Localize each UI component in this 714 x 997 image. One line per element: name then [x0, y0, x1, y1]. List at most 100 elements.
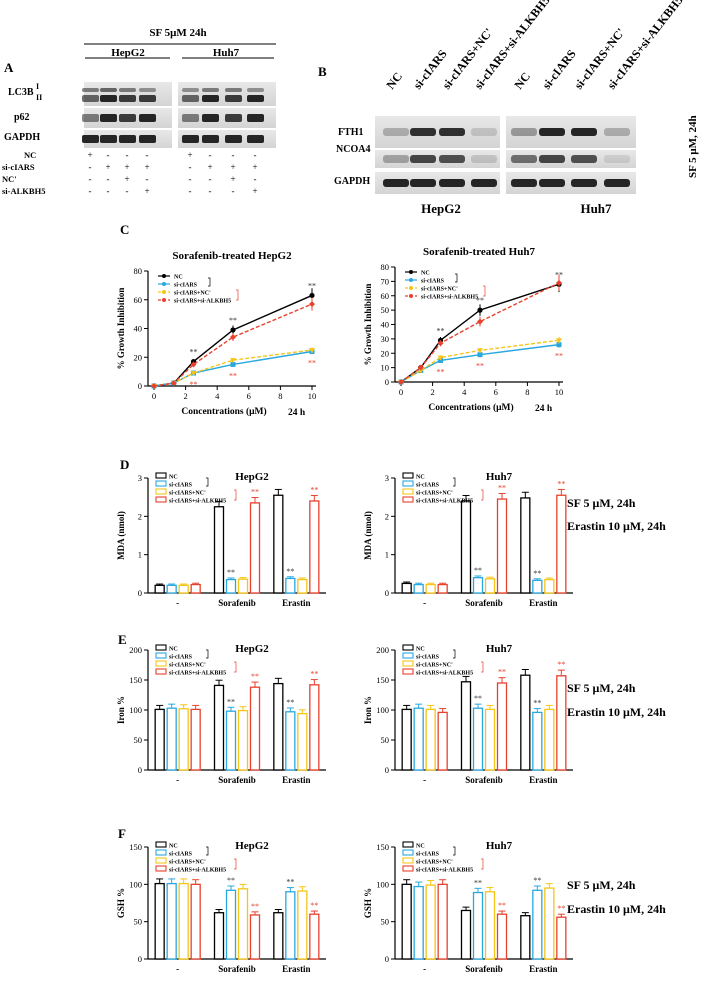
legend-label: si-cIARS+NC': [416, 491, 453, 497]
bar: [472, 707, 484, 771]
band-label-lc3b: LC3B: [8, 87, 34, 98]
sig-marker: **: [498, 668, 506, 677]
blot-lc3b-band: [202, 88, 219, 92]
blot-lc3b-band: [119, 95, 136, 102]
legend-swatch: [155, 480, 167, 487]
blot-panel-a: [82, 82, 276, 148]
condition-value: +: [252, 162, 257, 172]
blot-ncoa4-band: [539, 155, 565, 163]
legend-label: si-cIARS: [421, 279, 445, 285]
bar: [413, 885, 424, 960]
legend-swatch: [402, 652, 414, 659]
x-axis-label: Concentrations (μM): [428, 402, 513, 413]
legend-swatch: [402, 488, 414, 495]
legend-label: NC: [416, 647, 425, 653]
condition-value: -: [146, 174, 149, 184]
bar: [154, 708, 165, 771]
x-tick-label: 2: [183, 391, 187, 401]
legend-swatch: [155, 857, 167, 864]
panel-a-cell-hepg2: HepG2: [111, 47, 145, 59]
condition-value: +: [124, 162, 129, 172]
bar: [496, 498, 508, 594]
blot-lc3b-bg: [178, 82, 276, 106]
category-label: Sorafenib: [218, 775, 256, 785]
legend-marker: [409, 294, 413, 298]
bar: [532, 579, 543, 594]
legend-marker: [162, 290, 166, 294]
data-point: [477, 318, 483, 325]
sig-marker: **: [476, 362, 484, 371]
legend-bracket: [208, 277, 211, 287]
condition-value: -: [126, 186, 129, 196]
blot-gapdh-b-band: [471, 179, 497, 187]
y-tick-label: 100: [129, 705, 142, 715]
line-chart-C2: Sorafenib-treated Huh701020304050607080%…: [363, 246, 563, 414]
legend-bracket: [206, 649, 209, 659]
y-tick-label: 0: [385, 765, 389, 775]
blot-lc3b-band: [100, 95, 117, 102]
sig-marker: **: [533, 876, 541, 885]
band-label-gapdh-a: GAPDH: [4, 132, 40, 143]
category-label: -: [176, 598, 179, 608]
y-tick-label: 20: [134, 352, 143, 362]
legend-swatch: [155, 496, 167, 503]
y-tick-label: 0: [138, 381, 142, 391]
y-tick-label: 150: [129, 842, 142, 852]
legend-label: si-cIARS+si-ALKBH5: [416, 868, 473, 874]
bar: [425, 884, 436, 960]
sig-marker: **: [533, 699, 541, 708]
data-point: [309, 292, 315, 299]
sig-marker: **: [227, 568, 235, 577]
legend-bracket: [453, 846, 456, 856]
blot-ncoa4-band: [604, 155, 630, 163]
panel-b-cell-huh7: Huh7: [580, 201, 612, 216]
panel-b-cell-hepg2: HepG2: [421, 201, 461, 216]
condition-value: +: [144, 162, 149, 172]
sig-marker: **: [474, 694, 482, 703]
blot-lc3b-band: [225, 95, 242, 102]
sig-marker: **: [286, 698, 294, 707]
y-axis-label: GSH %: [363, 888, 373, 918]
condition-label: NC: [24, 150, 36, 160]
sig-marker: **: [227, 876, 235, 885]
blot-ncoa4-band: [511, 155, 537, 163]
x-tick-label: 0: [399, 387, 403, 397]
y-tick-label: 50: [134, 917, 143, 927]
condition-value: +: [252, 186, 257, 196]
sig-marker: **: [190, 348, 198, 357]
condition-value: -: [107, 174, 110, 184]
bar: [460, 909, 472, 960]
sig-marker: **: [308, 281, 316, 290]
legend-bracket: [455, 273, 458, 283]
bar: [225, 889, 237, 960]
bar: [273, 494, 284, 594]
legend-label: NC: [169, 475, 178, 481]
x-tick-label: 6: [247, 391, 251, 401]
bar: [520, 497, 531, 594]
sig-marker: **: [437, 326, 445, 335]
sig-marker: **: [251, 902, 259, 911]
y-tick-label: 80: [381, 262, 390, 272]
legend-bracket: [206, 477, 209, 487]
condition-value: -: [89, 162, 92, 172]
y-tick-label: 30: [381, 334, 390, 344]
y-tick-label: 40: [134, 324, 143, 334]
blot-gapdh-b-band: [539, 179, 565, 187]
band-label-gapdh-b: GAPDH: [334, 176, 370, 187]
legend-label: si-cIARS: [169, 483, 193, 489]
legend-swatch: [155, 472, 167, 479]
data-point: [437, 340, 444, 347]
x-tick-label: 8: [525, 387, 529, 397]
note-erastin-e: Erastin 10 μM, 24h: [567, 705, 666, 719]
x-axis-suffix: 24 h: [288, 408, 306, 418]
chart-title: Sorafenib-treated Huh7: [423, 246, 535, 258]
condition-value: -: [89, 174, 92, 184]
legend-swatch: [402, 472, 414, 479]
y-tick-label: 3: [138, 473, 142, 483]
lane-label: NC: [511, 70, 533, 92]
legend-label: si-cIARS+NC': [416, 663, 453, 669]
legend-label: si-cIARS+NC': [421, 287, 458, 293]
condition-value: -: [189, 186, 192, 196]
bar: [237, 578, 249, 594]
